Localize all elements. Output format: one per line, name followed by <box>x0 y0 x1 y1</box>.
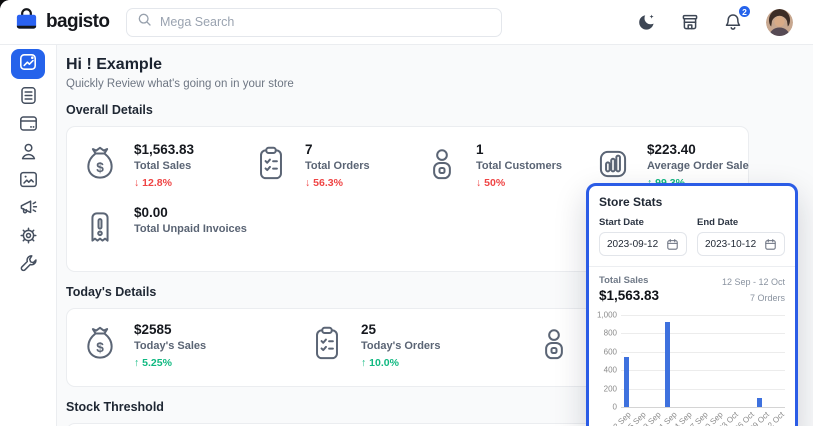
sidebar-item-catalog[interactable] <box>11 115 45 137</box>
sidebar-item-cms[interactable] <box>11 171 45 193</box>
sales-bar <box>623 357 629 407</box>
stat-change: ↓ 12.8% <box>134 176 172 189</box>
sales-bar <box>756 397 762 407</box>
end-date-value[interactable] <box>705 238 761 250</box>
total-sales-label: Total Sales <box>599 275 649 286</box>
search-input[interactable] <box>160 15 491 29</box>
stat-total-orders: 7 Total Orders ↓ 56.3% <box>250 141 421 192</box>
stat-label: Total Sales <box>134 159 192 172</box>
divider <box>589 266 795 267</box>
customer-icon <box>533 321 575 372</box>
stat-label: Today's Orders <box>361 339 441 352</box>
dark-mode-moon-icon[interactable] <box>637 12 657 32</box>
stat-label: Average Order Sale <box>647 159 749 172</box>
document-list-icon <box>18 85 39 111</box>
person-icon <box>18 141 39 167</box>
sales-bar <box>664 321 670 407</box>
date-range-text: 12 Sep - 12 Oct <box>721 277 785 287</box>
stat-average-order-sale: $223.40 Average Order Sale ↑ 99.3% <box>592 141 763 192</box>
stat-total-unpaid-invoices: $0.00 Total Unpaid Invoices <box>79 204 250 255</box>
brand-name: bagisto <box>46 11 110 32</box>
gear-icon <box>18 225 39 251</box>
end-date-field: End Date <box>697 217 785 256</box>
start-date-value[interactable] <box>607 238 663 250</box>
stat-value: 1 <box>476 142 484 157</box>
chart-plot-area: 12 Sep 15 Sep 18 Sep 21 Sep 24 Sep 27 Sep 30 S… <box>608 315 786 426</box>
sidebar-item-configure[interactable] <box>11 255 45 277</box>
top-bar: bagisto <box>0 0 813 45</box>
end-date-input[interactable] <box>697 232 785 256</box>
total-sales-value: $1,563.83 <box>599 288 660 303</box>
stat-change: ↑ 10.0% <box>361 356 399 369</box>
sidebar-nav <box>0 45 57 426</box>
browser-window-icon <box>18 113 39 139</box>
mega-search-box[interactable] <box>126 7 502 37</box>
stat-label: Total Unpaid Invoices <box>134 222 247 235</box>
stat-change: ↑ 5.25% <box>134 356 172 369</box>
stat-value: $223.40 <box>647 142 696 157</box>
stat-todays-orders: 25 Today's Orders ↑ 10.0% <box>306 321 533 372</box>
calendar-icon[interactable] <box>666 238 679 251</box>
storefront-icon[interactable] <box>680 12 700 32</box>
start-date-label: Start Date <box>599 217 644 228</box>
page-subtitle: Quickly Review what's going on in your s… <box>66 78 294 90</box>
stock-threshold-title: Stock Threshold <box>66 400 164 414</box>
store-stats-title: Store Stats <box>599 195 663 209</box>
stat-value: 7 <box>305 142 313 157</box>
sidebar-item-sales[interactable] <box>11 87 45 109</box>
start-date-input[interactable] <box>599 232 687 256</box>
stat-todays-sales: $2585 Today's Sales ↑ 5.25% <box>79 321 306 372</box>
end-date-label: End Date <box>697 217 739 228</box>
wrench-icon <box>18 253 39 279</box>
stat-value: $2585 <box>134 322 172 337</box>
media-image-icon <box>18 169 39 195</box>
stat-value: 25 <box>361 322 377 337</box>
bagisto-logo[interactable]: bagisto <box>14 7 118 37</box>
calendar-icon[interactable] <box>764 238 777 251</box>
top-actions: 2 <box>637 4 793 36</box>
user-avatar[interactable] <box>766 8 793 36</box>
stat-label: Total Customers <box>476 159 562 172</box>
page-title: Hi ! Example <box>66 56 163 73</box>
stat-label: Today's Sales <box>134 339 207 352</box>
sidebar-item-dashboard[interactable] <box>11 49 45 79</box>
dashboard-icon <box>18 52 38 77</box>
overall-details-title: Overall Details <box>66 103 153 117</box>
sales-bar-chart: 0 200 400 600 800 1,000 12 Sep 15 Sep 18 Sep 21 … <box>596 310 786 426</box>
notification-count-badge: 2 <box>737 4 752 19</box>
orders-count-text: 7 Orders <box>749 293 785 303</box>
sidebar-item-marketing[interactable] <box>11 199 45 221</box>
notifications-bell-icon[interactable]: 2 <box>723 4 752 32</box>
todays-details-title: Today's Details <box>66 285 157 299</box>
store-stats-panel: Store Stats Start Date End Date Total Sa… <box>586 183 798 426</box>
stat-change: ↓ 50% <box>476 176 506 189</box>
stat-value: $0.00 <box>134 205 168 220</box>
stat-total-sales: $1,563.83 Total Sales ↓ 12.8% <box>79 141 250 192</box>
search-icon <box>137 12 152 32</box>
stat-change: ↓ 56.3% <box>305 176 343 189</box>
money-bag-icon <box>79 321 121 372</box>
sidebar-item-customers[interactable] <box>11 143 45 165</box>
chart-y-axis: 0 200 400 600 800 1,000 <box>596 310 617 412</box>
sidebar-item-settings[interactable] <box>11 227 45 249</box>
invoice-icon <box>79 204 121 255</box>
orders-clipboard-icon <box>250 141 292 192</box>
megaphone-icon <box>18 197 39 223</box>
stat-total-customers: 1 Total Customers ↓ 50% <box>421 141 592 192</box>
orders-clipboard-icon <box>306 321 348 372</box>
money-bag-icon <box>79 141 121 192</box>
stat-value: $1,563.83 <box>134 142 195 157</box>
stat-label: Total Orders <box>305 159 370 172</box>
start-date-field: Start Date <box>599 217 687 256</box>
customer-icon <box>421 141 463 192</box>
shopping-bag-logo-icon <box>14 7 39 37</box>
